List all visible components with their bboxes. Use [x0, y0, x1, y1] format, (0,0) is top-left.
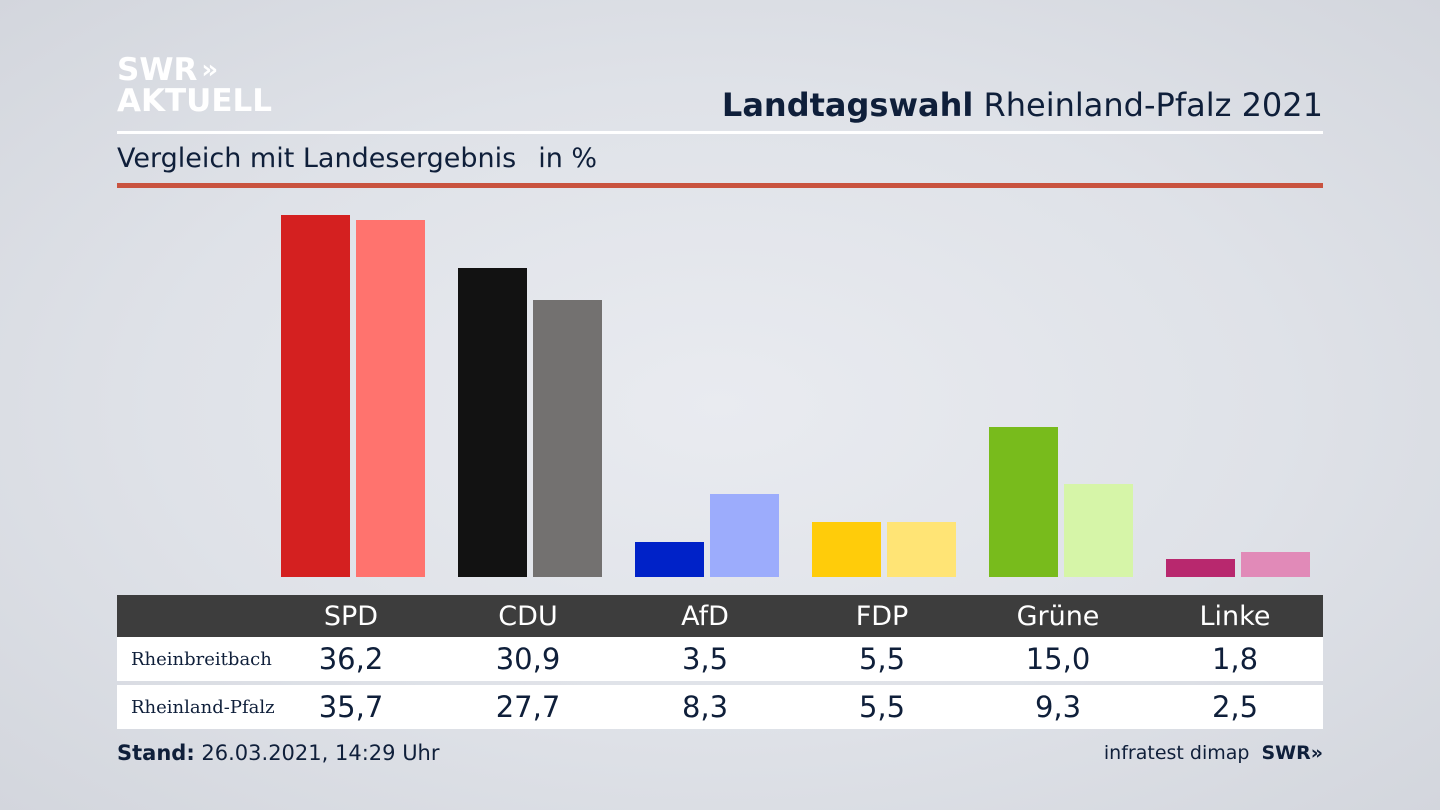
header-afd: AfD	[681, 600, 729, 632]
header-cdu: CDU	[498, 600, 558, 632]
logo-line2: AKTUELL	[117, 83, 273, 119]
table-cell: 5,5	[858, 642, 906, 676]
header-spd: SPD	[323, 600, 379, 632]
logo-line1: SWR	[117, 52, 198, 88]
header-fdp: FDP	[855, 600, 909, 632]
table-cell: 5,5	[858, 690, 906, 724]
chart-title-rest: Rheinland-Pfalz 2021	[983, 86, 1323, 124]
unit-label: in %	[538, 143, 598, 174]
table-cell: 2,5	[1211, 690, 1259, 724]
table-cell: 30,9	[495, 642, 561, 676]
bar-cdu-state	[533, 300, 602, 577]
table-cell: 35,7	[318, 690, 384, 724]
table-row: Rheinland-Pfalz 35,7 27,7 8,3 5,5 9,3 2,…	[117, 685, 1323, 729]
table-cell: 36,2	[318, 642, 384, 676]
stand-label: Stand:	[117, 741, 195, 765]
bar-spd-local	[281, 215, 350, 577]
swr-brand-icon: SWR»	[1261, 742, 1323, 764]
source-credit: infratest dimap SWR»	[1104, 742, 1323, 764]
bar-chart	[281, 215, 1310, 577]
table-cell: 1,8	[1211, 642, 1259, 676]
bar-afd-local	[635, 542, 704, 577]
bar-fdp-state	[887, 522, 956, 577]
table-cell: 27,7	[495, 690, 561, 724]
bar-linke-local	[1166, 559, 1235, 577]
header-linke: Linke	[1199, 600, 1271, 632]
bar-linke-state	[1241, 552, 1310, 577]
table-cell: 9,3	[1034, 690, 1082, 724]
accent-rule	[117, 183, 1323, 188]
timestamp: Stand: 26.03.2021, 14:29 Uhr	[117, 741, 440, 765]
table-row: Rheinbreitbach 36,2 30,9 3,5 5,5 15,0 1,…	[117, 637, 1323, 681]
row-label: Rheinbreitbach	[131, 648, 272, 670]
table-header-row: SPD CDU AfD FDP Grüne Linke	[117, 595, 1323, 637]
table-cell: 15,0	[1025, 642, 1091, 676]
subtitle-text: Vergleich mit Landesergebnis	[117, 143, 517, 174]
chart-subtitle: Vergleich mit Landesergebnis in %	[117, 143, 597, 174]
chart-title-bold: Landtagswahl	[721, 86, 974, 124]
bar-cdu-local	[458, 268, 527, 577]
bar-gruene-state	[1064, 484, 1133, 577]
stand-value: 26.03.2021, 14:29 Uhr	[201, 741, 440, 765]
source-text: infratest dimap	[1103, 742, 1250, 764]
results-table: SPD CDU AfD FDP Grüne Linke Rheinbreitba…	[117, 595, 1323, 729]
header-gruene: Grüne	[1016, 600, 1100, 632]
bar-gruene-local	[989, 427, 1058, 577]
table-cell: 3,5	[681, 642, 729, 676]
swr-aktuell-logo: SWR» AKTUELL	[117, 55, 272, 117]
header-divider	[117, 131, 1323, 134]
bar-afd-state	[710, 494, 779, 577]
table-cell: 8,3	[681, 690, 729, 724]
bar-fdp-local	[812, 522, 881, 577]
chart-title: Landtagswahl Rheinland-Pfalz 2021	[722, 86, 1323, 124]
bar-spd-state	[356, 220, 425, 577]
row-label: Rheinland-Pfalz	[131, 696, 275, 718]
